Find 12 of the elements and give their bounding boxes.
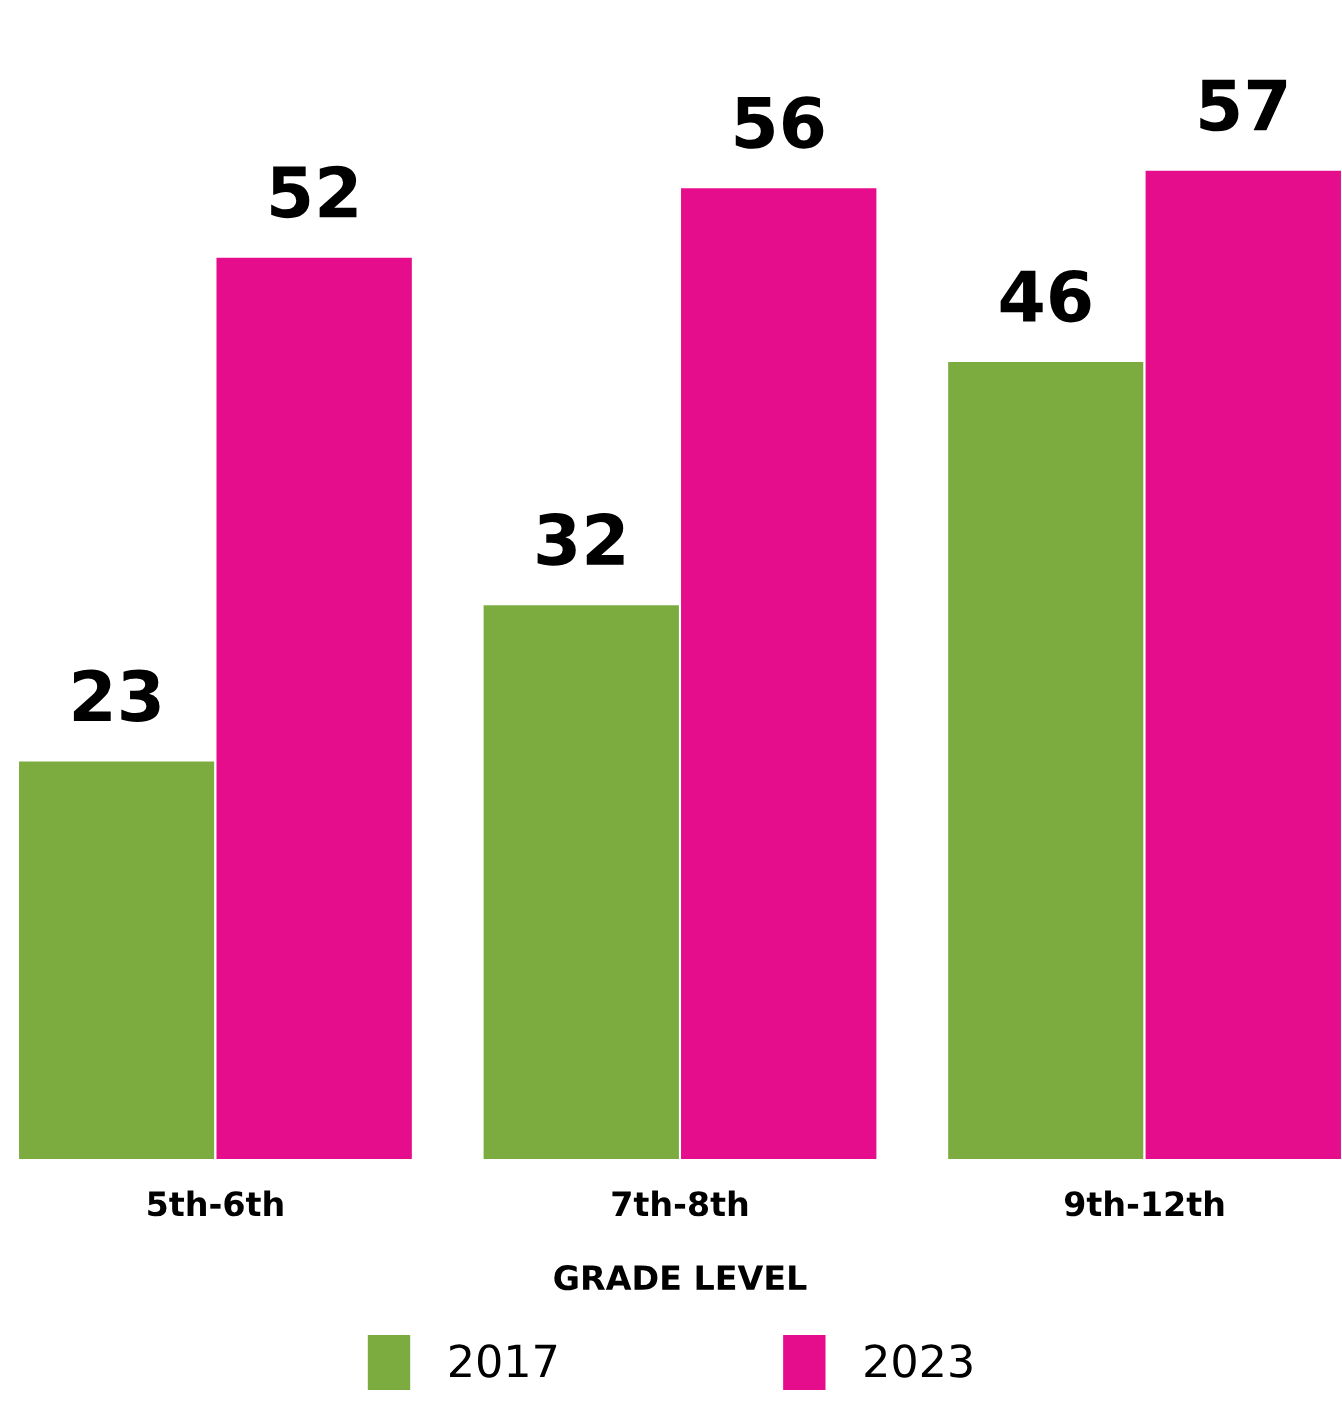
data-label: 46 (1000, 269, 1091, 323)
data-label: 32 (537, 513, 624, 566)
legend-label: 2017 (450, 1344, 557, 1378)
data-label: 57 (1200, 79, 1287, 132)
data-label: 52 (271, 165, 357, 219)
x-tick-label: 5th-6th (148, 1190, 283, 1217)
x-axis-title: GRADE LEVEL (554, 1265, 807, 1291)
legend-label: 2023 (865, 1344, 972, 1378)
x-tick-label: 7th-8th (612, 1190, 748, 1217)
data-label: 56 (735, 96, 824, 149)
x-tick-label: 9th-12th (1064, 1190, 1224, 1217)
data-label: 23 (73, 669, 160, 722)
